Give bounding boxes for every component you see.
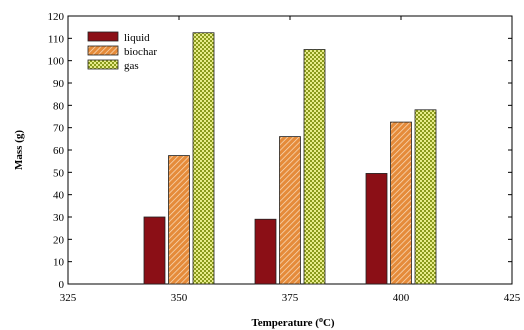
y-tick-label: 120 <box>48 11 65 23</box>
y-tick-label: 10 <box>53 257 65 269</box>
x-tick-label: 400 <box>393 292 410 304</box>
x-tick-label: 375 <box>282 292 299 304</box>
y-tick-label: 50 <box>53 167 65 179</box>
bar-biochar-375 <box>279 136 301 285</box>
legend-label-gas: gas <box>124 60 139 72</box>
x-tick-label: 325 <box>60 292 77 304</box>
y-tick-label: 30 <box>53 212 65 224</box>
bar-liquid-400 <box>365 173 388 285</box>
bar-gas-400 <box>414 109 437 285</box>
y-tick-label: 80 <box>53 100 65 112</box>
x-axis-title-superscript: o <box>319 315 323 324</box>
bar-biochar-350 <box>168 155 190 285</box>
x-axis-title-main: Temperature ( <box>251 317 319 329</box>
legend: liquid biochar gas <box>87 31 157 72</box>
legend-swatch-gas <box>87 59 119 70</box>
y-tick-label: 110 <box>48 33 65 45</box>
legend-label-liquid: liquid <box>124 32 150 44</box>
bars <box>143 32 437 285</box>
y-tick-label: 0 <box>59 279 65 291</box>
x-axis-title: Temperature (oC) <box>251 315 334 329</box>
legend-swatch-liquid <box>87 31 119 42</box>
y-tick-label: 70 <box>53 123 65 135</box>
y-axis-title: Mass (g) <box>13 130 25 170</box>
bar-liquid-375 <box>254 218 277 285</box>
x-tick-label: 350 <box>171 292 188 304</box>
bar-biochar-400 <box>390 121 412 285</box>
x-axis-title-end: C) <box>323 317 335 329</box>
y-tick-label: 20 <box>53 234 65 246</box>
y-axis: 0 10 20 30 40 50 60 70 80 90 100 110 120 <box>48 11 512 291</box>
bar-gas-350 <box>192 32 215 285</box>
y-tick-label: 90 <box>53 78 65 90</box>
bar-gas-375 <box>303 49 326 285</box>
x-axis: 325 350 375 400 425 <box>60 16 521 304</box>
x-tick-label: 425 <box>504 292 521 304</box>
legend-label-biochar: biochar <box>124 46 157 58</box>
y-tick-label: 40 <box>53 190 65 202</box>
legend-swatch-biochar <box>87 45 119 56</box>
bar-liquid-350 <box>143 216 166 285</box>
y-tick-label: 100 <box>48 56 65 68</box>
y-tick-label: 60 <box>53 145 65 157</box>
